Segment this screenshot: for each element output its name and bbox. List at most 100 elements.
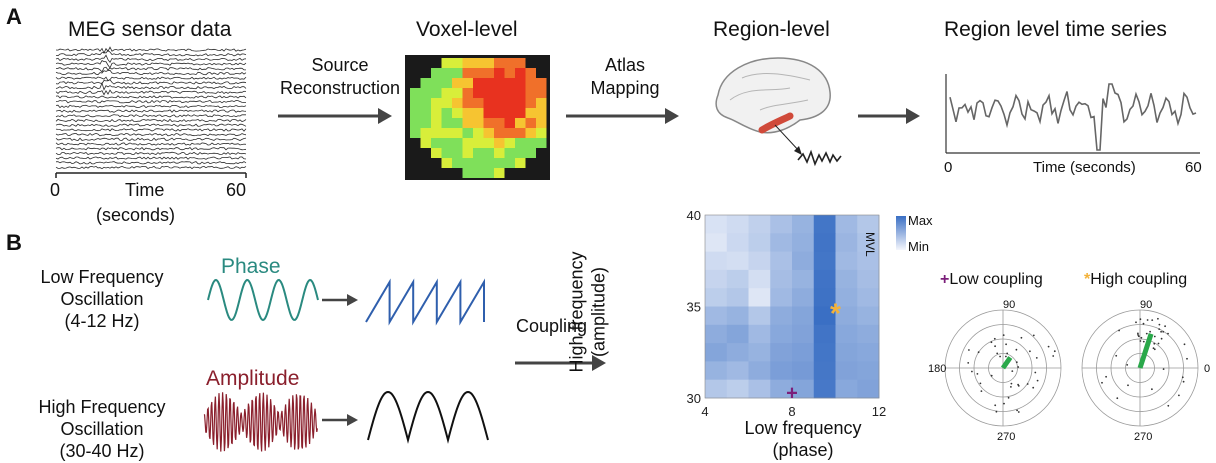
voxel-cell	[504, 138, 515, 148]
polar-sample-dot	[1139, 340, 1142, 342]
polar-sample-dot	[1152, 347, 1155, 350]
polar-plot-high-coupling	[1081, 309, 1199, 427]
timeseries-axis-start: 0	[944, 159, 953, 176]
coupling-heatmap	[704, 214, 880, 399]
heatmap-cell	[835, 251, 858, 271]
voxel-cell	[494, 108, 505, 118]
voxel-cell	[504, 98, 515, 108]
voxel-cell	[525, 148, 536, 158]
heatmap-ylabel: High frequency (amplitude)	[566, 251, 608, 373]
heatmap-cell	[748, 343, 771, 362]
voxel-cell	[420, 128, 431, 138]
polar-sample-dot	[1029, 350, 1031, 353]
phase-sawtooth-wave	[365, 278, 485, 326]
voxel-cell	[462, 68, 473, 78]
polar-sample-dot	[1139, 318, 1142, 321]
source-reconstruction-arrow	[278, 108, 392, 124]
voxel-cell	[452, 78, 463, 88]
polar1-title-text: Low coupling	[949, 271, 1043, 288]
polar-sample-dot	[1052, 355, 1055, 357]
voxel-cell	[515, 148, 526, 158]
polar-sample-dot	[999, 355, 1001, 358]
voxel-cell	[525, 128, 536, 138]
voxel-cell	[515, 138, 526, 148]
polar-sample-dot	[996, 352, 999, 355]
voxel-cell	[536, 88, 547, 98]
region-title: Region-level	[713, 18, 830, 41]
voxel-cell	[441, 88, 452, 98]
polar-sample-dot	[1005, 343, 1007, 346]
polar-sample-dot	[1036, 379, 1039, 382]
voxel-cell	[525, 88, 536, 98]
region-pointer-line	[774, 124, 801, 153]
polar-plot-low-coupling	[944, 309, 1062, 427]
voxel-cell	[483, 148, 494, 158]
heatmap-cell	[726, 324, 749, 344]
polar-sample-dot	[1005, 355, 1007, 358]
meg-trace	[55, 76, 247, 82]
meg-title: MEG sensor data	[68, 18, 232, 41]
polar-sample-dot	[1162, 330, 1165, 333]
polar-sample-dot	[967, 362, 970, 364]
voxel-cell	[431, 68, 442, 78]
heatmap-cell	[835, 343, 858, 362]
voxel-cell	[515, 88, 526, 98]
heatmap-cell	[748, 324, 771, 344]
voxel-cell	[420, 138, 431, 148]
polar-sample-dot	[1020, 336, 1023, 339]
heatmap-cell	[726, 379, 749, 399]
polar-sample-dot	[1158, 323, 1161, 326]
heatmap-cell	[748, 379, 771, 399]
heatmap-cell	[726, 269, 749, 289]
meg-trace	[55, 81, 247, 91]
polar-sample-dot	[1105, 375, 1107, 378]
heatmap-cell	[857, 379, 880, 399]
polar-sample-dot	[1160, 330, 1162, 333]
arrow1-label-line1: Source	[311, 55, 369, 75]
heatmap-cell	[813, 324, 836, 344]
heatmap-xtick: 8	[788, 404, 795, 419]
voxel-cell	[515, 128, 526, 138]
heatmap-cell	[792, 215, 815, 234]
polar-sample-dot	[1015, 348, 1018, 351]
voxel-cell	[452, 128, 463, 138]
polar-sample-dot	[979, 382, 982, 385]
region-squiggle-signal	[797, 149, 842, 167]
polar-sample-dot	[1160, 337, 1163, 340]
polar-sample-dot	[977, 351, 980, 354]
heatmap-cell	[813, 306, 836, 326]
heatmap-cell	[726, 306, 749, 326]
voxel-cell	[473, 78, 484, 88]
voxel-cell	[525, 108, 536, 118]
voxel-cell	[515, 68, 526, 78]
voxel-cell	[462, 148, 473, 158]
timeseries-plot	[945, 74, 1200, 154]
heatmap-colorbar	[896, 216, 906, 250]
meg-trace	[55, 69, 247, 76]
meg-trace	[55, 118, 247, 123]
high-freq-line1: High Frequency	[38, 397, 166, 417]
heatmap-cell	[857, 343, 880, 362]
voxel-cell	[525, 98, 536, 108]
voxel-cell	[525, 138, 536, 148]
voxel-cell	[473, 148, 484, 158]
voxel-cell	[504, 78, 515, 88]
voxel-cell	[441, 118, 452, 128]
polar-sample-dot	[1149, 330, 1151, 333]
meg-trace	[55, 156, 247, 160]
meg-axis-start: 0	[50, 180, 61, 200]
phase-arrow	[322, 294, 358, 306]
polar-sample-dot	[1010, 382, 1013, 385]
polar-sample-dot	[1186, 357, 1188, 360]
heatmap-cell	[770, 288, 793, 307]
meg-trace	[55, 99, 247, 104]
arrow2-label-line1: Atlas	[604, 55, 646, 75]
voxel-cell	[420, 78, 431, 88]
polar-sample-dot	[1002, 334, 1005, 336]
heatmap-cell	[792, 324, 815, 344]
voxel-cell	[473, 98, 484, 108]
voxel-cell	[494, 138, 505, 148]
voxel-cell	[494, 118, 505, 128]
coupling-arrow	[515, 355, 606, 371]
heatmap-cell	[835, 306, 858, 326]
